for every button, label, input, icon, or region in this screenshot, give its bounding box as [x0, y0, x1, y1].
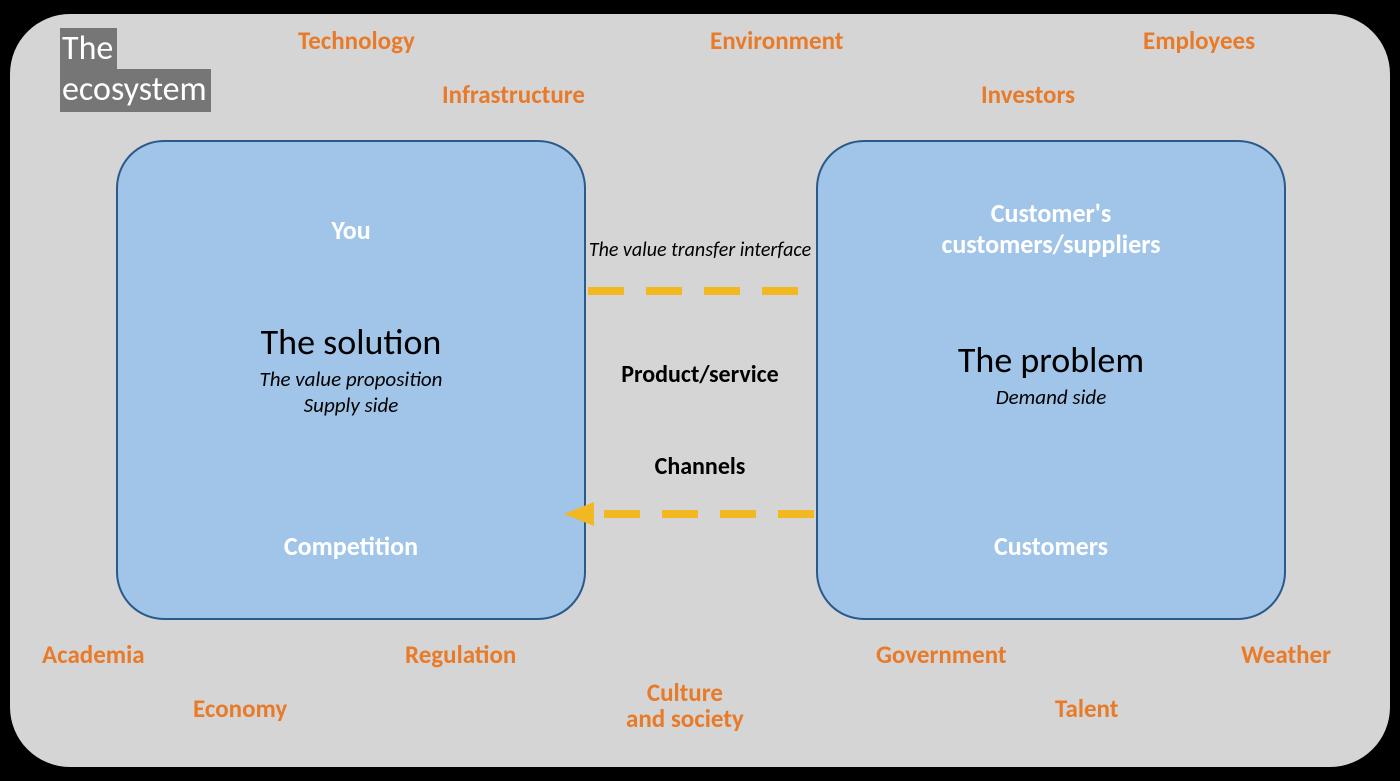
ecosystem-label: Government — [876, 642, 1007, 668]
ecosystem-label: Talent — [1055, 696, 1118, 722]
ecosystem-frame: The ecosystem Technology Environment Emplo… — [10, 14, 1390, 767]
ecosystem-label: Employees — [1143, 28, 1255, 54]
ecosystem-label: Infrastructure — [442, 82, 585, 108]
problem-sub1: Demand side — [818, 384, 1284, 410]
title-line1: The — [60, 28, 117, 71]
problem-title: The problem — [818, 338, 1284, 382]
ecosystem-label: Cultureand society — [626, 680, 744, 733]
ecosystem-label: Regulation — [405, 642, 516, 668]
solution-box: You The solution The value proposition S… — [116, 140, 586, 620]
ecosystem-label: Investors — [981, 82, 1075, 108]
interface-label: The value transfer interface — [570, 238, 830, 262]
ecosystem-label: Weather — [1241, 642, 1331, 668]
problem-top-label-text: Customer'scustomers/suppliers — [941, 197, 1160, 260]
title-line2: ecosystem — [60, 69, 211, 112]
solution-sub1: The value proposition — [118, 366, 584, 392]
solution-title: The solution — [118, 320, 584, 364]
problem-box: Customer'scustomers/suppliers The proble… — [816, 140, 1286, 620]
problem-top-label: Customer'scustomers/suppliers — [818, 198, 1284, 260]
problem-bottom-label: Customers — [818, 530, 1284, 562]
ecosystem-label: Technology — [298, 28, 415, 54]
ecosystem-label: Academia — [42, 642, 145, 668]
ecosystem-label: Economy — [193, 696, 287, 722]
channels-label: Channels — [570, 452, 830, 481]
solution-sub2: Supply side — [118, 392, 584, 418]
ecosystem-label: Environment — [710, 28, 843, 54]
diagram-title: The ecosystem — [60, 28, 211, 110]
solution-bottom-label: Competition — [118, 530, 584, 562]
solution-top-label: You — [118, 214, 584, 246]
product-service-label: Product/service — [570, 360, 830, 389]
